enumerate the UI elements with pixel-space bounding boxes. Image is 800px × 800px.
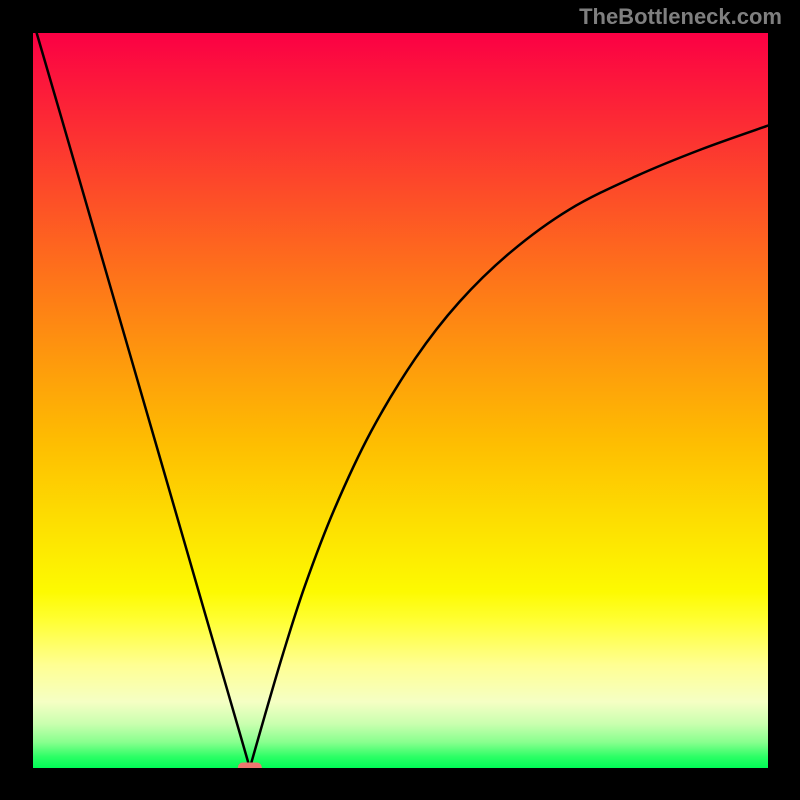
chart-container: TheBottleneck.com	[0, 0, 800, 800]
watermark-text: TheBottleneck.com	[579, 4, 782, 30]
plot-area	[33, 33, 768, 768]
minimum-marker	[238, 763, 262, 769]
chart-svg	[33, 33, 768, 768]
